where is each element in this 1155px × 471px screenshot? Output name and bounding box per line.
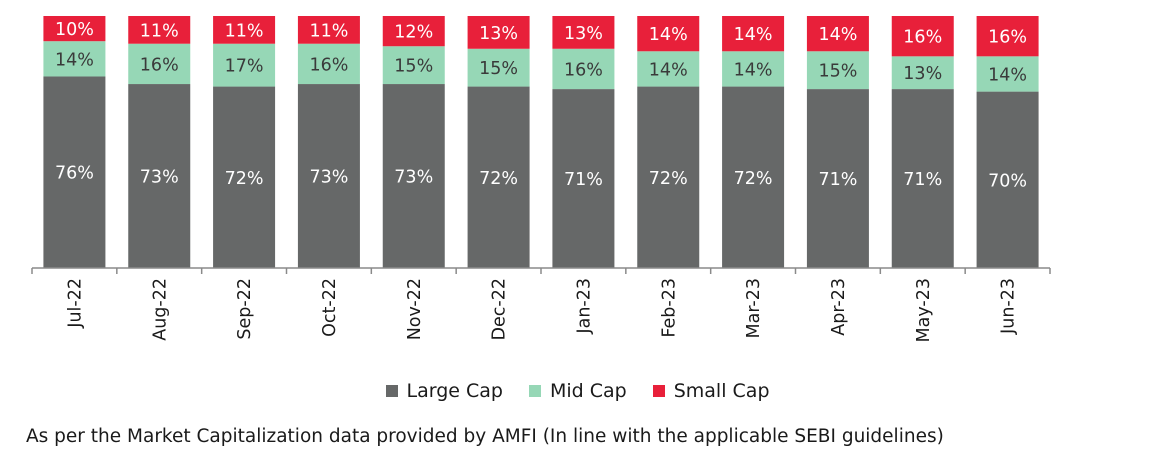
data-label-large-cap-oct-22: 73%	[309, 168, 348, 188]
x-tick-label-oct-22: Oct-22	[320, 278, 340, 337]
footnote: As per the Market Capitalization data pr…	[26, 426, 944, 447]
bar-mid-cap-feb-23	[637, 51, 700, 87]
data-label-large-cap-jan-23: 71%	[564, 170, 603, 190]
data-label-large-cap-jun-23: 70%	[988, 171, 1027, 191]
data-label-small-cap-nov-22: 12%	[394, 23, 433, 43]
bar-mid-cap-mar-23	[722, 51, 785, 87]
x-tick-label-apr-23: Apr-23	[829, 278, 849, 336]
bar-large-cap-may-23	[891, 89, 954, 268]
data-label-mid-cap-aug-22: 16%	[140, 55, 179, 75]
bar-small-cap-apr-23	[806, 16, 869, 52]
data-label-large-cap-aug-22: 73%	[140, 168, 179, 188]
bar-mid-cap-aug-22	[128, 43, 191, 85]
data-label-small-cap-mar-23: 14%	[734, 25, 773, 45]
legend: Large Cap Mid Cap Small Cap	[0, 380, 1155, 402]
bar-small-cap-aug-22	[128, 16, 191, 44]
data-label-large-cap-jul-22: 76%	[55, 164, 94, 184]
data-label-large-cap-nov-22: 73%	[394, 168, 433, 188]
data-label-small-cap-jul-22: 10%	[55, 20, 94, 40]
data-label-large-cap-mar-23: 72%	[734, 169, 773, 189]
bar-small-cap-nov-22	[382, 16, 445, 47]
bar-small-cap-mar-23	[722, 16, 785, 52]
bar-mid-cap-may-23	[891, 56, 954, 90]
bar-mid-cap-jan-23	[552, 48, 615, 90]
bar-mid-cap-nov-22	[382, 46, 445, 85]
legend-label-mid-cap: Mid Cap	[549, 380, 627, 402]
bar-small-cap-jan-23	[552, 16, 615, 49]
bar-small-cap-may-23	[891, 16, 954, 57]
bar-small-cap-feb-23	[637, 16, 700, 52]
data-label-mid-cap-oct-22: 16%	[309, 55, 348, 75]
legend-label-small-cap: Small Cap	[673, 380, 770, 402]
data-label-large-cap-apr-23: 71%	[818, 170, 857, 190]
data-label-mid-cap-jun-23: 14%	[988, 65, 1027, 85]
bar-small-cap-dec-22	[467, 16, 530, 49]
data-label-small-cap-aug-22: 11%	[140, 21, 179, 41]
x-tick-label-mar-23: Mar-23	[744, 278, 764, 338]
bar-mid-cap-jul-22	[43, 41, 106, 77]
bar-large-cap-feb-23	[637, 86, 700, 268]
bar-large-cap-jul-22	[43, 76, 106, 268]
x-tick-label-jan-23: Jan-23	[574, 278, 594, 335]
data-label-large-cap-may-23: 71%	[903, 170, 942, 190]
bar-large-cap-mar-23	[722, 86, 785, 268]
legend-item-mid-cap: Mid Cap	[528, 380, 627, 402]
data-label-large-cap-feb-23: 72%	[649, 169, 688, 189]
data-label-large-cap-sep-22: 72%	[225, 169, 264, 189]
x-tick-label-aug-22: Aug-22	[150, 278, 170, 341]
bar-large-cap-apr-23	[806, 89, 869, 268]
data-label-small-cap-jun-23: 16%	[988, 28, 1027, 48]
x-tick-label-may-23: May-23	[914, 278, 934, 342]
bar-small-cap-oct-22	[297, 16, 360, 44]
data-label-small-cap-sep-22: 11%	[225, 21, 264, 41]
data-label-mid-cap-apr-23: 15%	[818, 62, 857, 82]
bar-small-cap-jul-22	[43, 16, 106, 42]
data-label-small-cap-apr-23: 14%	[818, 25, 857, 45]
legend-label-large-cap: Large Cap	[406, 380, 503, 402]
bar-large-cap-jan-23	[552, 89, 615, 268]
legend-swatch-large-cap	[385, 385, 398, 397]
x-tick-label-jul-22: Jul-22	[65, 278, 85, 329]
bar-mid-cap-jun-23	[976, 56, 1039, 92]
data-label-mid-cap-jan-23: 16%	[564, 60, 603, 80]
data-label-small-cap-may-23: 16%	[903, 28, 942, 48]
bar-mid-cap-dec-22	[467, 48, 530, 87]
x-tick-label-feb-23: Feb-23	[659, 278, 679, 338]
data-label-large-cap-dec-22: 72%	[479, 169, 518, 189]
legend-swatch-small-cap	[652, 385, 665, 397]
x-tick-label-jun-23: Jun-23	[999, 278, 1019, 335]
data-label-mid-cap-may-23: 13%	[903, 64, 942, 84]
bar-large-cap-sep-22	[213, 86, 276, 268]
bar-large-cap-dec-22	[467, 86, 530, 268]
legend-item-large-cap: Large Cap	[385, 380, 503, 402]
data-label-mid-cap-mar-23: 14%	[734, 60, 773, 80]
data-label-mid-cap-jul-22: 14%	[55, 50, 94, 70]
bar-small-cap-sep-22	[213, 16, 276, 44]
data-label-mid-cap-sep-22: 17%	[225, 57, 264, 77]
data-label-small-cap-feb-23: 14%	[649, 25, 688, 45]
bar-large-cap-aug-22	[128, 84, 191, 268]
data-label-mid-cap-nov-22: 15%	[394, 57, 433, 77]
data-label-small-cap-dec-22: 13%	[479, 24, 518, 44]
bar-large-cap-oct-22	[297, 84, 360, 268]
bar-mid-cap-apr-23	[806, 51, 869, 90]
legend-swatch-mid-cap	[528, 385, 541, 397]
data-label-mid-cap-dec-22: 15%	[479, 59, 518, 79]
data-label-small-cap-jan-23: 13%	[564, 24, 603, 44]
x-tick-label-sep-22: Sep-22	[235, 278, 255, 340]
data-label-small-cap-oct-22: 11%	[309, 21, 348, 41]
bar-large-cap-nov-22	[382, 84, 445, 268]
bar-large-cap-jun-23	[976, 91, 1039, 268]
bar-small-cap-jun-23	[976, 16, 1039, 57]
x-tick-label-dec-22: Dec-22	[490, 278, 510, 340]
bar-mid-cap-oct-22	[297, 43, 360, 85]
legend-item-small-cap: Small Cap	[652, 380, 770, 402]
stacked-bar-chart: 76% 14% 10% 73% 16% 11% 72% 17% 11% 73% 16% 11% 73% 1…	[31, 16, 1051, 342]
x-tick-label-nov-22: Nov-22	[405, 278, 425, 340]
data-label-mid-cap-feb-23: 14%	[649, 60, 688, 80]
bar-mid-cap-sep-22	[213, 43, 276, 87]
